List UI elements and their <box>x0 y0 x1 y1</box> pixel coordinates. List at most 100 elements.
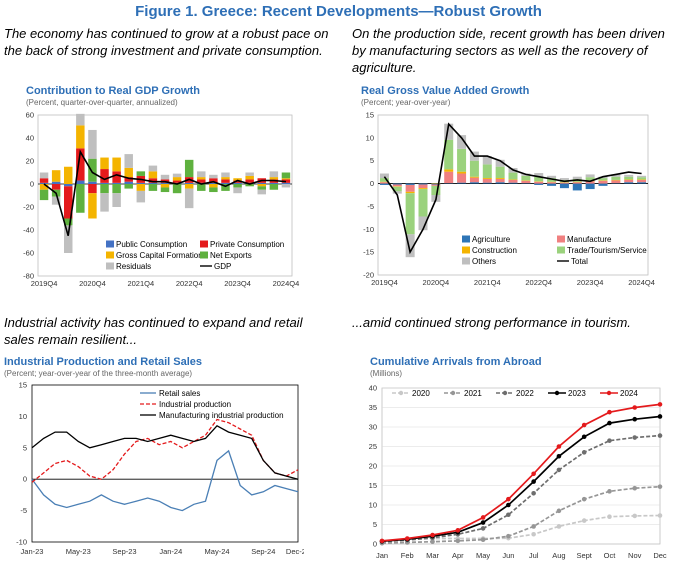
bar-netexp <box>209 187 218 193</box>
legend-label-y2023: 2023 <box>568 389 586 398</box>
bar-trade <box>405 193 415 235</box>
point-y2020 <box>632 513 638 519</box>
bar-private <box>124 177 133 182</box>
y-tick-label: 10 <box>19 412 27 421</box>
legend-label-y2022: 2022 <box>516 389 534 398</box>
legend-label-constr: Construction <box>472 246 517 255</box>
bar-agri <box>598 183 608 186</box>
line-y2022 <box>381 434 661 543</box>
bar-manuf <box>469 177 479 183</box>
y-tick-label: 15 <box>19 381 27 390</box>
x-tick-label: 2019Q4 <box>31 279 58 288</box>
bar-public <box>160 182 170 184</box>
bar-manuf <box>611 180 621 184</box>
line-mip <box>31 424 299 480</box>
bar-others <box>624 174 634 177</box>
bar-netexp <box>172 184 182 194</box>
bar-netexp <box>76 184 85 213</box>
point-y2021 <box>455 538 461 544</box>
bar-netexp <box>184 159 194 178</box>
legend-swatch-others <box>462 257 470 265</box>
bar-manuf <box>559 182 569 184</box>
bar-public <box>209 182 218 184</box>
bar-trade <box>624 176 634 180</box>
legend-label-agri: Agriculture <box>472 235 511 244</box>
bar-resid <box>209 174 218 179</box>
x-tick-label: 2020Q4 <box>79 279 106 288</box>
y-tick-label: 25 <box>369 442 377 451</box>
point-y2023 <box>581 434 587 440</box>
legend-label-resid: Residuals <box>116 262 151 271</box>
bar-constr <box>457 171 467 174</box>
bar-trade <box>534 176 544 182</box>
y-tick-label: -10 <box>16 538 27 547</box>
bar-private <box>64 186 73 219</box>
bar-resid <box>257 189 266 195</box>
bar-netexp <box>269 184 279 190</box>
bar-manuf <box>392 184 402 187</box>
point-y2021 <box>430 539 435 544</box>
y-tick-label: -5 <box>20 506 27 515</box>
bar-public <box>269 182 279 184</box>
bar-manuf <box>482 179 492 183</box>
x-tick-label: Sept <box>576 551 592 560</box>
point-y2021 <box>657 484 663 489</box>
bar-private <box>172 180 182 183</box>
legend-swatch-netexp <box>200 251 208 259</box>
point-y2021 <box>556 508 562 514</box>
bar-trade <box>637 177 647 180</box>
y-tick-label: 15 <box>369 481 377 490</box>
x-tick-label: 2022Q4 <box>525 278 552 287</box>
bar-others <box>495 159 505 167</box>
x-tick-label: Dec-24 <box>286 547 304 556</box>
x-tick-label: May-24 <box>205 547 230 556</box>
bar-others <box>637 175 647 178</box>
bar-public <box>76 180 85 184</box>
x-tick-label: May <box>476 551 490 560</box>
point-y2024 <box>607 409 612 415</box>
point-y2024 <box>379 538 385 544</box>
legend-swatch-manuf <box>557 235 565 243</box>
legend-marker-y2022 <box>502 390 508 396</box>
point-y2021 <box>607 489 612 494</box>
legend-marker-y2024 <box>606 390 612 396</box>
bar-others <box>405 234 415 258</box>
bar-resid <box>124 154 133 168</box>
bar-resid <box>172 173 182 178</box>
bar-public <box>184 182 194 184</box>
bar-manuf <box>379 182 389 184</box>
bar-private <box>51 184 61 190</box>
y-tick-label: 40 <box>369 384 377 393</box>
industrial-production-chart: -10 -5 0 5 10 15 Jan-23 May-23 Sep-23 Jan-24 May-2… <box>16 381 304 557</box>
bar-netexp <box>136 171 146 176</box>
bar-resid <box>221 172 230 178</box>
point-y2024 <box>404 536 410 541</box>
point-y2024 <box>506 496 511 502</box>
ip-chart-header: Industrial Production and Retail Sales (… <box>4 356 202 378</box>
bar-manuf <box>572 182 582 184</box>
gdp-chart-subtitle: (Percent, quarter-over-quarter, annualiz… <box>26 98 178 107</box>
y-tick-label: 0 <box>23 475 27 484</box>
point-y2021 <box>581 496 587 502</box>
x-tick-label: Dec <box>653 551 667 560</box>
y-tick-label: -15 <box>363 248 374 257</box>
bar-gcf <box>76 125 85 149</box>
bar-trade <box>418 189 428 217</box>
y-tick-label: 20 <box>26 157 34 166</box>
bar-gcf <box>233 178 242 181</box>
y-tick-label: -20 <box>23 203 34 212</box>
x-tick-label: 2024Q4 <box>273 279 300 288</box>
bar-gcf <box>197 177 206 180</box>
bar-resid <box>281 184 291 188</box>
bar-trade <box>495 166 505 179</box>
bar-others <box>559 178 569 180</box>
bar-manuf <box>457 173 467 183</box>
bar-gcf <box>269 177 279 180</box>
caption-top-left: The economy has continued to grow at a r… <box>4 26 329 58</box>
y-tick-label: 60 <box>26 111 34 120</box>
x-tick-label: 2023Q4 <box>224 279 251 288</box>
bar-gcf <box>51 170 61 182</box>
y-tick-label: -40 <box>23 226 34 235</box>
bar-manuf <box>508 179 518 183</box>
point-y2023 <box>480 520 486 525</box>
